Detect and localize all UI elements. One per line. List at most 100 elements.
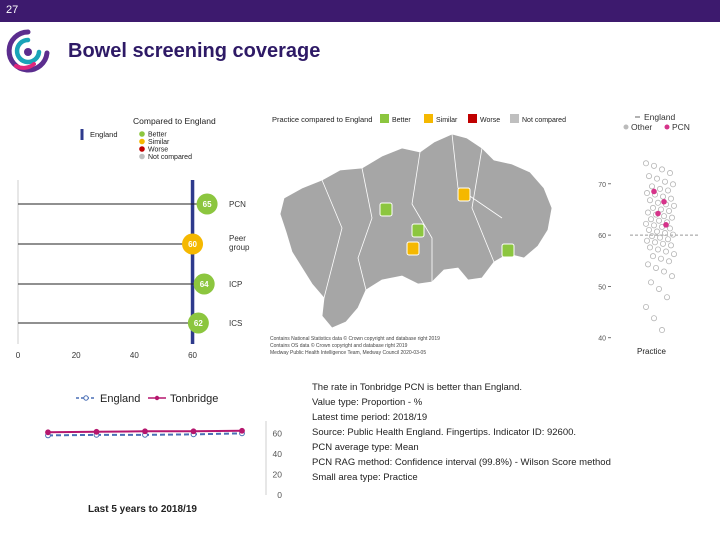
info-line: Latest time period: 2018/19	[312, 412, 428, 423]
practice-point	[644, 190, 651, 197]
practice-point	[661, 268, 668, 275]
trend-legend: England Tonbridge	[76, 393, 218, 405]
top-bar: 27	[0, 0, 720, 22]
practice-point	[650, 253, 657, 260]
practice-point	[670, 231, 677, 238]
practice-point	[646, 173, 653, 180]
comparison-legend-title: Compared to England	[133, 116, 216, 126]
practice-point	[649, 183, 656, 190]
legend-swatch	[139, 153, 145, 160]
trend-chart: England Tonbridge 0 20 40 60 Last 5 years to…	[45, 393, 283, 515]
legend-swatch	[468, 114, 477, 123]
practice-point	[662, 178, 669, 185]
practice-point	[671, 251, 678, 258]
series-point	[93, 428, 100, 435]
legend-swatch	[380, 114, 389, 123]
y-tick-label: 20	[273, 469, 283, 479]
practice-point	[658, 206, 665, 213]
practice-point	[650, 204, 657, 211]
y-tick-label: 60	[273, 428, 283, 438]
practice-point	[647, 244, 654, 251]
practice-point	[664, 294, 671, 301]
legend-label: Better	[392, 117, 411, 124]
info-text: The rate in Tonbridge PCN is better than…	[312, 380, 611, 485]
practice-point	[667, 225, 674, 232]
practice-point	[653, 264, 660, 271]
practice-point	[668, 195, 675, 202]
map-copyright-3: Medway Public Health Intelligence Team, …	[270, 350, 426, 356]
map-legend-title: Practice compared to England	[272, 115, 372, 124]
practice-point	[668, 242, 675, 249]
legend-marker	[154, 395, 160, 401]
map-copyright-1: Contains National Statistics data © Crow…	[270, 335, 440, 342]
england-legend-label: England	[90, 130, 118, 139]
pcn-practice-point	[651, 188, 657, 195]
legend-label: Tonbridge	[170, 393, 218, 405]
info-line: Value type: Proportion - %	[312, 397, 423, 408]
value-label: 60	[188, 240, 197, 249]
practice-point	[648, 279, 655, 286]
map-legend: Better Similar Worse Not compared	[380, 114, 566, 124]
pcn-practice-point	[661, 198, 667, 205]
y-tick-label: 40	[273, 449, 283, 459]
x-tick-label: 40	[130, 351, 139, 360]
practice-point	[660, 193, 667, 200]
legend-label: Not compared	[148, 154, 192, 161]
practice-point	[655, 199, 662, 206]
info-line: The rate in Tonbridge PCN is better than…	[312, 382, 523, 393]
district-boundaries	[321, 133, 503, 299]
practice-point	[654, 228, 661, 235]
category-label: PCN	[229, 200, 246, 209]
practice-point	[644, 237, 651, 244]
practice-point	[665, 187, 672, 194]
practice-point	[652, 239, 659, 246]
legend-label: Similar	[148, 139, 170, 146]
practice-point	[654, 175, 661, 182]
practice-point	[661, 213, 668, 220]
practice-point	[659, 166, 666, 173]
category-label: group	[229, 243, 250, 252]
practice-point	[670, 181, 677, 188]
info-line: Small area type: Practice	[312, 472, 418, 483]
value-point	[196, 193, 218, 215]
practice-point	[657, 185, 664, 192]
practice-point	[655, 246, 662, 253]
practice-marker	[379, 202, 393, 217]
value-label: 62	[194, 319, 203, 328]
practice-marker	[406, 241, 420, 256]
series-point	[45, 429, 51, 436]
series-point	[239, 427, 245, 434]
info-line: PCN average type: Mean	[312, 442, 419, 453]
practice-point	[666, 258, 673, 265]
legend-label: PCN	[672, 122, 690, 132]
legend-label: Not compared	[522, 117, 566, 124]
page-title: Bowel screening coverage	[68, 40, 321, 62]
map-copyright-2: Contains OS data © Crown copyright and d…	[270, 342, 408, 349]
practice-point	[669, 214, 676, 221]
legend-marker	[623, 124, 629, 130]
comparison-chart: Compared to England England BetterSimila…	[16, 116, 250, 360]
practice-point	[665, 236, 672, 243]
practice-point	[663, 248, 670, 255]
legend-marker	[83, 395, 89, 401]
value-point	[193, 273, 215, 295]
legend-label: Worse	[480, 117, 500, 124]
practice-point	[669, 273, 676, 280]
y-tick-label: 40	[598, 336, 606, 343]
value-label: 64	[200, 280, 209, 289]
practice-point	[656, 217, 663, 224]
practice-marker	[457, 187, 471, 202]
pcn-practice-point	[663, 222, 669, 228]
x-tick-label: 20	[72, 351, 81, 360]
legend-swatch	[139, 138, 145, 145]
category-label: Peer	[229, 234, 246, 243]
y-tick-label: 70	[598, 182, 606, 189]
map-panel: Practice compared to England Better Simil…	[270, 114, 566, 356]
practice-point	[648, 216, 655, 223]
scatter-x-label: Practice	[637, 347, 666, 356]
legend-label: Other	[631, 122, 652, 132]
practice-point	[657, 234, 664, 241]
slide-number: 27	[6, 4, 19, 16]
